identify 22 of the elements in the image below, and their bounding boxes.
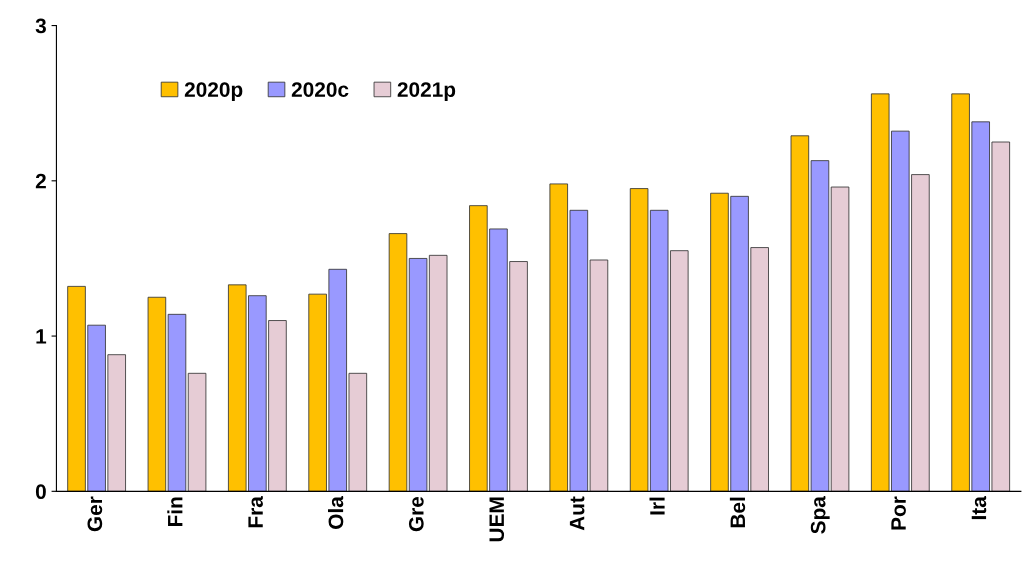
bar xyxy=(187,372,207,492)
legend-label: 2020p xyxy=(184,82,243,102)
legend-label: 2020c xyxy=(291,82,349,97)
y-tick-label: 0 xyxy=(35,484,46,500)
x-tick-label: Fra xyxy=(248,496,263,528)
y-tick-label: 2 xyxy=(35,173,46,189)
x-tick-label: Irl xyxy=(649,497,665,515)
y-tick-label: 3 xyxy=(35,18,46,34)
x-tick-label: Ger xyxy=(87,496,103,532)
y-tick-label: 1 xyxy=(36,329,47,344)
x-tick-label: Gre xyxy=(408,496,424,532)
x-tick-label: Bel xyxy=(729,497,746,528)
x-tick-label: Fin xyxy=(167,497,183,527)
bar xyxy=(388,233,408,492)
x-tick-label: Ita xyxy=(971,496,987,520)
bar xyxy=(830,186,850,492)
legend-label: 2021p xyxy=(397,82,456,102)
x-tick-label: UEM xyxy=(489,497,505,542)
x-tick-label: Spa xyxy=(810,496,830,534)
x-tick-label: Aut xyxy=(569,496,585,531)
x-tick-label: Ola xyxy=(328,496,344,529)
x-tick-label: Por xyxy=(891,496,906,530)
